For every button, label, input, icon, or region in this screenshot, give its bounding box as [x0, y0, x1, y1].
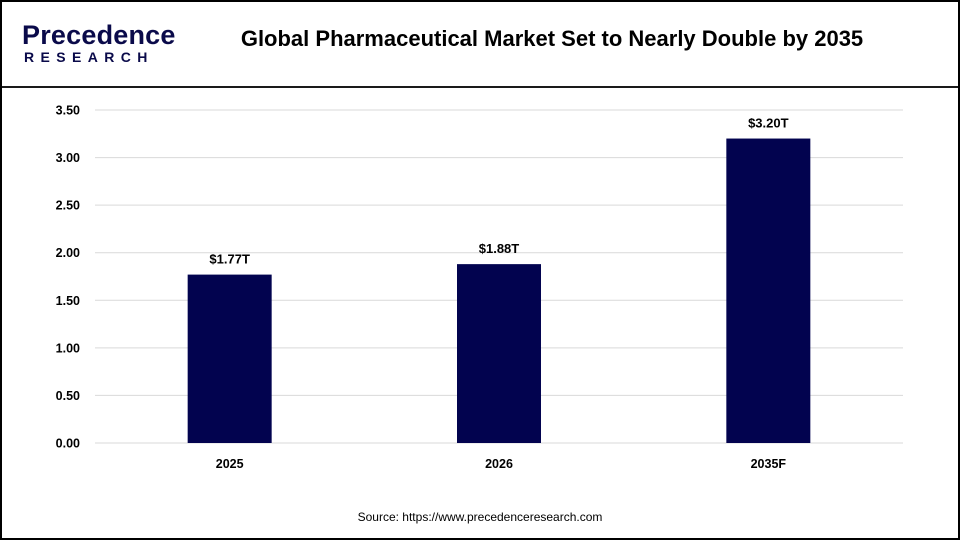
y-tick-label: 0.00 — [56, 437, 80, 451]
y-tick-label: 3.00 — [56, 151, 80, 165]
chart-title: Global Pharmaceutical Market Set to Near… — [240, 26, 864, 51]
header: Precedence RESEARCH Global Pharmaceutica… — [2, 2, 958, 88]
x-tick-label: 2026 — [485, 457, 513, 471]
y-tick-label: 3.50 — [56, 104, 80, 118]
x-tick-label: 2035F — [751, 457, 787, 471]
data-label: $1.77T — [209, 252, 250, 267]
y-tick-label: 0.50 — [56, 389, 80, 403]
data-label: $1.88T — [479, 241, 520, 256]
source-note: Source: https://www.precedenceresearch.c… — [357, 510, 603, 524]
data-label: $3.20T — [748, 116, 789, 131]
y-tick-label: 2.50 — [56, 199, 80, 213]
y-tick-label: 1.50 — [56, 294, 80, 308]
company-logo: Precedence RESEARCH — [18, 20, 175, 70]
logo-subtitle: RESEARCH — [24, 49, 154, 65]
x-tick-label: 2025 — [216, 457, 244, 471]
bar — [457, 264, 541, 443]
y-tick-label: 2.00 — [56, 246, 80, 260]
bar — [726, 138, 811, 444]
y-tick-label: 1.00 — [56, 341, 80, 355]
logo-wordmark: Precedence — [22, 20, 176, 50]
bar — [187, 274, 272, 443]
